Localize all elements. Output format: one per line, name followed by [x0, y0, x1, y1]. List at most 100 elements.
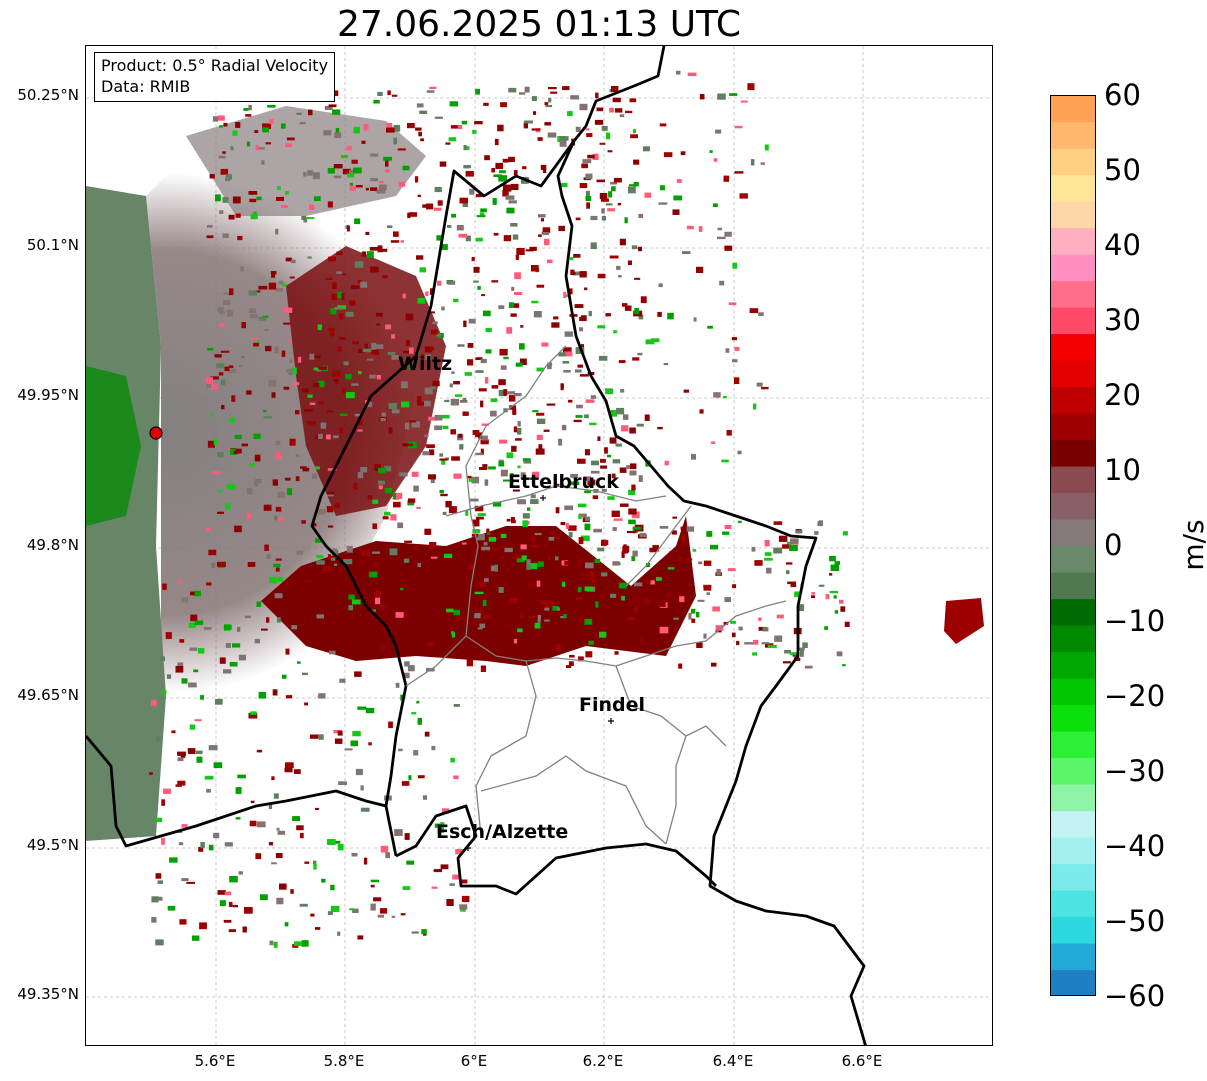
- echo-pixel: [246, 141, 251, 147]
- echo-pixel: [155, 873, 162, 879]
- echo-pixel: [737, 520, 742, 523]
- echo-pixel: [430, 386, 437, 390]
- echo-pixel: [274, 593, 283, 599]
- echo-pixel: [611, 186, 616, 192]
- echo-pixel: [585, 651, 593, 658]
- echo-pixel: [526, 559, 531, 564]
- echo-pixel: [594, 119, 604, 125]
- echo-pixel: [591, 578, 596, 583]
- echo-pixel: [225, 174, 232, 180]
- echo-pixel: [343, 361, 349, 366]
- echo-pixel: [434, 414, 443, 421]
- echo-pixel: [487, 532, 491, 535]
- echo-pixel: [400, 913, 406, 916]
- echo-pixel: [475, 357, 483, 360]
- colorbar-band: [1050, 413, 1096, 441]
- echo-pixel: [476, 215, 486, 218]
- echo-pixel: [526, 563, 531, 570]
- echo-pixel: [301, 520, 306, 524]
- echo-pixel: [245, 114, 252, 117]
- echo-pixel: [352, 599, 361, 605]
- echo-pixel: [348, 605, 354, 611]
- echo-pixel: [577, 586, 582, 593]
- echo-pixel: [503, 408, 508, 413]
- echo-pixel: [729, 93, 738, 96]
- echo-pixel: [421, 929, 427, 935]
- echo-pixel: [644, 192, 651, 198]
- echo-pixel: [650, 580, 655, 585]
- echo-pixel: [586, 476, 591, 482]
- echo-pixel: [218, 372, 224, 376]
- echo-pixel: [376, 323, 380, 326]
- echo-pixel: [275, 506, 282, 512]
- echo-pixel: [232, 196, 241, 204]
- echo-pixel: [228, 929, 236, 933]
- echo-pixel: [250, 800, 255, 804]
- echo-pixel: [436, 334, 441, 337]
- echo-pixel: [696, 611, 700, 618]
- echo-pixel: [588, 310, 592, 317]
- echo-pixel: [393, 124, 401, 132]
- echo-pixel: [458, 233, 467, 238]
- echo-pixel: [360, 785, 364, 791]
- echo-pixel: [479, 623, 486, 628]
- echo-pixel: [354, 218, 361, 225]
- echo-pixel: [485, 349, 492, 354]
- echo-pixel: [271, 272, 276, 278]
- echo-pixel: [676, 179, 682, 183]
- echo-pixel: [594, 558, 601, 563]
- echo-pixel: [225, 178, 230, 182]
- echo-pixel: [287, 340, 292, 343]
- echo-pixel: [582, 159, 592, 164]
- colorbar-tick-label: −20: [1104, 678, 1166, 713]
- echo-pixel: [619, 467, 627, 473]
- echo-pixel: [480, 665, 486, 672]
- echo-pixel: [491, 385, 499, 389]
- echo-pixel: [401, 781, 410, 786]
- echo-pixel: [291, 367, 297, 374]
- echo-pixel: [242, 926, 247, 933]
- echo-pixel: [386, 225, 393, 228]
- echo-pixel: [749, 308, 759, 314]
- echo-pixel: [470, 498, 479, 502]
- echo-pixel: [842, 664, 846, 667]
- echo-pixel: [578, 537, 584, 545]
- echo-pixel: [632, 598, 641, 605]
- radar-map[interactable]: Wiltz Ettelbruck Findel Esch/Alzette: [85, 45, 993, 1046]
- echo-pixel: [556, 607, 561, 611]
- echo-pixel: [213, 832, 220, 839]
- echo-pixel: [508, 156, 515, 162]
- echo-pixel: [629, 427, 636, 434]
- echo-pixel: [584, 449, 590, 456]
- echo-pixel: [461, 120, 468, 125]
- echo-pixel: [307, 170, 313, 176]
- colorbar-band: [1050, 916, 1096, 944]
- echo-pixel: [304, 702, 308, 706]
- echo-pixel: [484, 377, 489, 384]
- echo-pixel: [628, 617, 635, 621]
- echo-pixel: [318, 693, 326, 699]
- echo-pixel: [633, 159, 640, 165]
- echo-pixel: [490, 565, 497, 572]
- echo-pixel: [633, 582, 643, 587]
- echo-pixel: [285, 695, 293, 699]
- echo-pixel: [644, 414, 650, 421]
- echo-pixel: [607, 208, 615, 212]
- echo-pixel: [377, 914, 384, 918]
- lat-label: 49.95°N: [17, 386, 79, 404]
- echo-pixel: [215, 194, 221, 202]
- echo-pixel: [402, 293, 406, 299]
- echo-pixel: [309, 353, 315, 360]
- echo-pixel: [177, 757, 184, 762]
- echo-pixel: [206, 382, 212, 388]
- echo-pixel: [451, 213, 456, 218]
- echo-pixel: [542, 227, 551, 233]
- echo-pixel: [764, 552, 772, 556]
- echo-pixel: [592, 495, 599, 500]
- echo-pixel: [541, 342, 549, 347]
- echo-pixel: [464, 146, 470, 151]
- echo-pixel: [357, 935, 364, 940]
- echo-pixel: [262, 127, 269, 133]
- echo-pixel: [508, 302, 515, 308]
- echo-pixel: [472, 519, 480, 527]
